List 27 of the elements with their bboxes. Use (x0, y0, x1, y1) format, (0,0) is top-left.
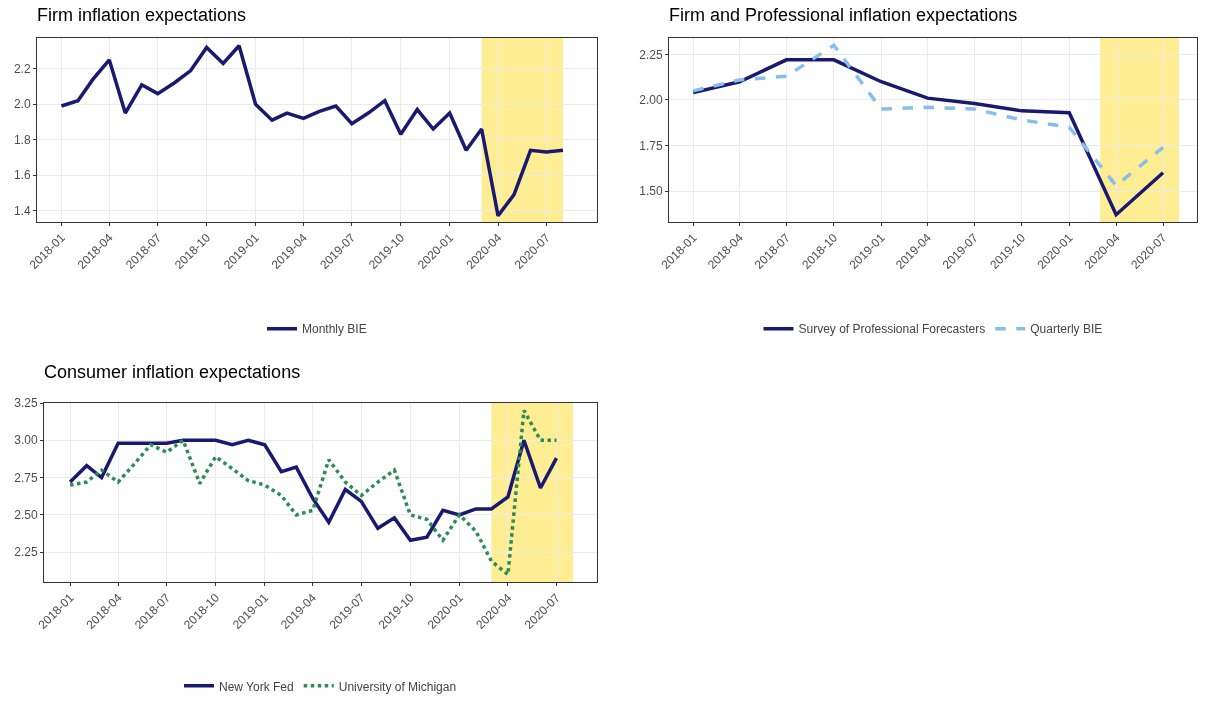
line-series (68, 408, 559, 577)
legend-label: New York Fed (219, 679, 294, 694)
y-tick-label: 2.75 (14, 470, 38, 485)
line-series (68, 438, 559, 542)
y-tick-label: 2.2 (13, 62, 31, 77)
y-tick-label: 2.00 (639, 93, 663, 108)
y-tick-label: 1.75 (639, 138, 663, 153)
y-tick-label: 1.8 (13, 132, 31, 147)
legend-label: Monthly BIE (302, 322, 367, 337)
legend-label: University of Michigan (338, 679, 457, 694)
chart-title: Firm and Professional inflation expectations (669, 4, 1018, 25)
y-tick-label: 2.50 (14, 508, 38, 523)
legend-label: Survey of Professional Forecasters (798, 322, 986, 337)
y-tick-label: 2.25 (14, 545, 38, 560)
y-tick-label: 3.00 (14, 433, 38, 448)
y-tick-label: 1.50 (639, 184, 663, 199)
chart-title: Consumer inflation expectations (44, 361, 301, 382)
y-tick-label: 1.4 (13, 203, 31, 218)
chart-title: Firm inflation expectations (37, 4, 247, 25)
y-tick-label: 2.25 (639, 47, 663, 62)
line-series (691, 43, 1165, 188)
y-tick-label: 2.0 (13, 97, 31, 112)
y-tick-label: 3.25 (14, 396, 38, 411)
legend-label: Quarterly BIE (1030, 322, 1103, 337)
line-series (691, 58, 1165, 217)
line-series (59, 44, 565, 218)
y-tick-label: 1.6 (13, 168, 31, 183)
